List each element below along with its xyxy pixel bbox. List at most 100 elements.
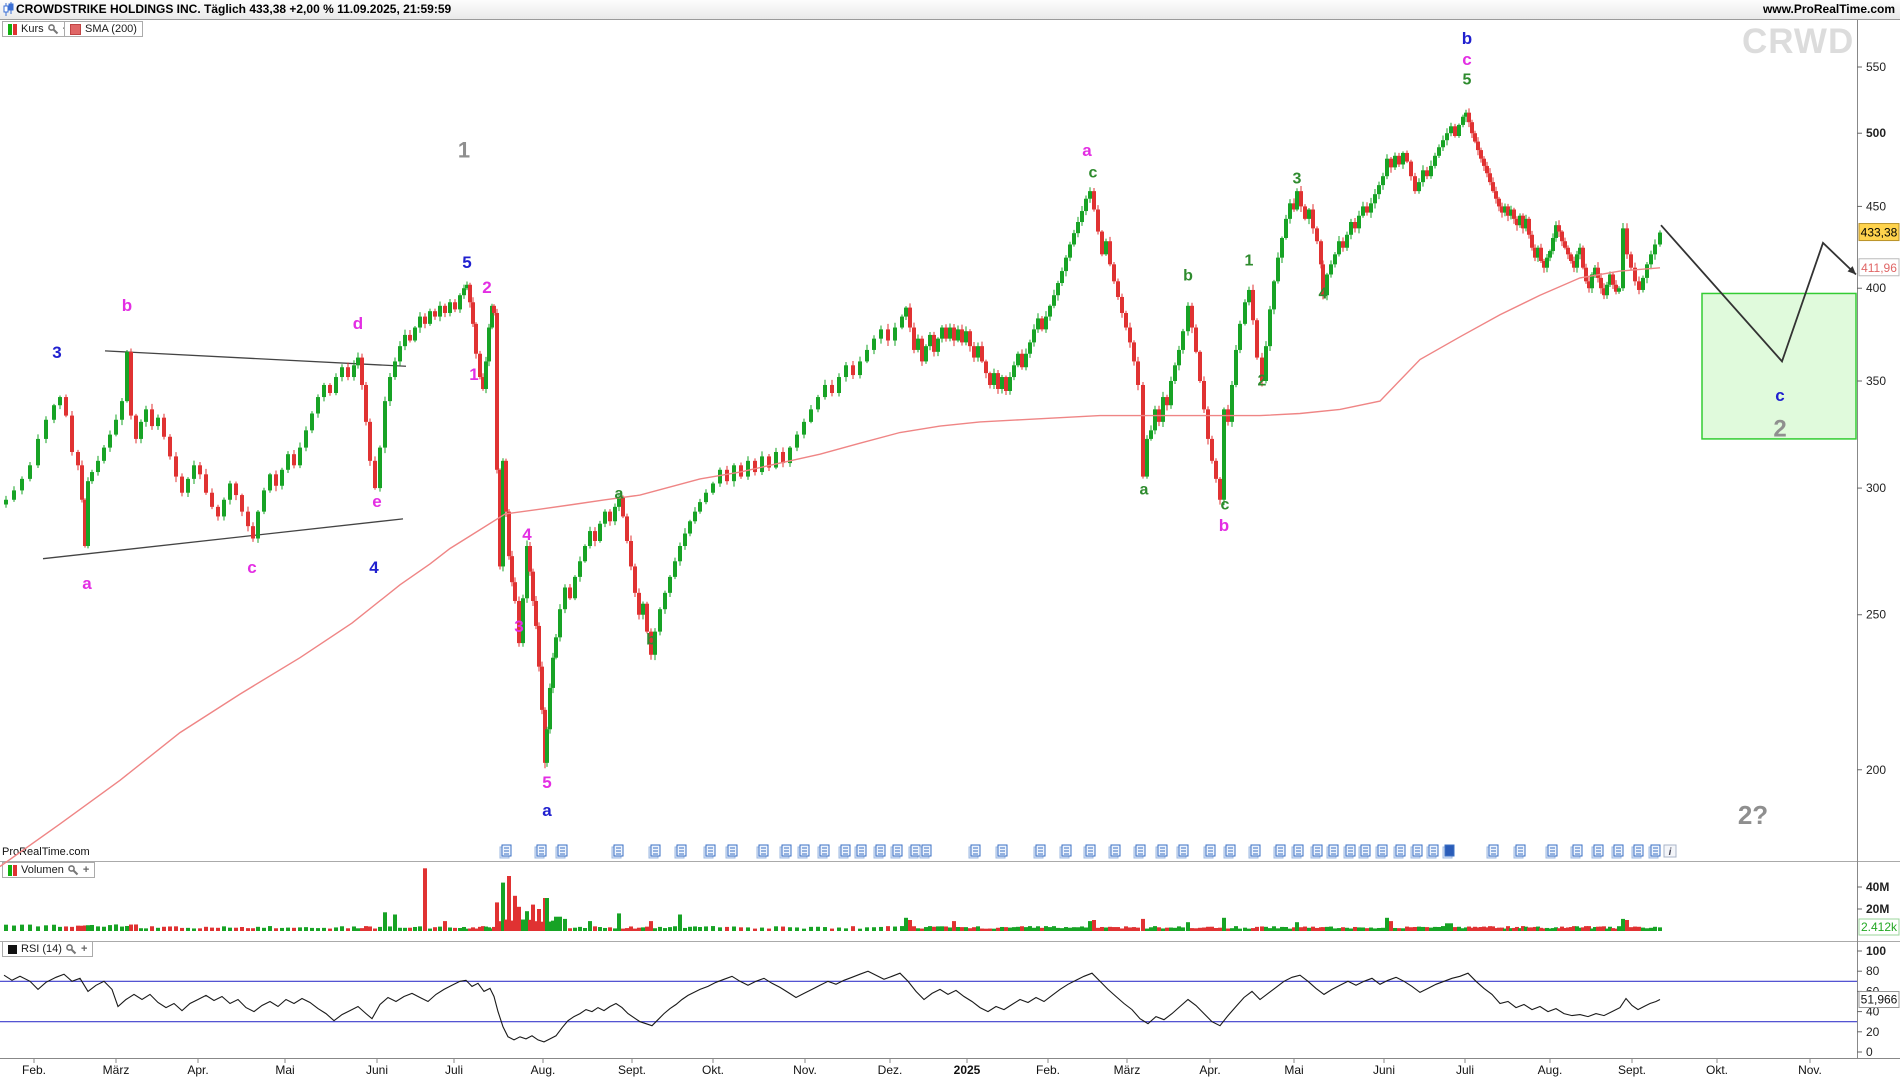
projection-path[interactable] (1660, 224, 1857, 364)
wave-label-e[interactable]: e (372, 492, 381, 511)
news-event-icon[interactable] (1545, 844, 1558, 859)
news-event-icon[interactable] (854, 844, 867, 859)
news-event-icon[interactable] (1155, 844, 1168, 859)
wave-label-1[interactable]: 1 (469, 365, 478, 384)
news-event-icon[interactable] (1410, 844, 1423, 859)
wave-label-b[interactable]: b (1219, 516, 1229, 535)
triangle-trendline-lower[interactable] (42, 518, 404, 560)
wave-label-b[interactable]: b (646, 632, 656, 649)
news-event-icon[interactable] (1442, 844, 1455, 859)
news-event-icon[interactable] (534, 844, 547, 859)
wave-label-5[interactable]: 5 (542, 773, 551, 792)
sma-200-line[interactable] (0, 267, 1661, 868)
news-event-icon[interactable] (1033, 844, 1046, 859)
wave-label-c[interactable]: c (1775, 386, 1784, 405)
wave-label-c[interactable]: c (1221, 497, 1230, 514)
rsi-line[interactable] (3, 970, 1661, 1043)
news-event-icon[interactable] (890, 844, 903, 859)
news-event-icon[interactable] (756, 844, 769, 859)
wrench-icon[interactable] (67, 864, 79, 876)
news-event-icon[interactable] (1591, 844, 1604, 859)
news-event-icon[interactable] (1223, 844, 1236, 859)
news-event-icon[interactable] (797, 844, 810, 859)
add-indicator-icon[interactable]: + (80, 943, 88, 955)
wave-label-c[interactable]: c (1462, 50, 1471, 69)
news-event-icon[interactable] (1248, 844, 1261, 859)
news-event-icon[interactable] (968, 844, 981, 859)
news-event-icon[interactable] (1358, 844, 1371, 859)
news-event-icon[interactable] (838, 844, 851, 859)
rsi-legend-chip[interactable]: RSI (14) + (2, 941, 94, 957)
wrench-icon[interactable] (47, 23, 59, 35)
news-event-icon[interactable] (499, 844, 512, 859)
wave-label-b[interactable]: b (122, 296, 132, 315)
wave-label-2[interactable]: 2 (482, 278, 491, 297)
news-event-icon[interactable] (995, 844, 1008, 859)
info-icon[interactable]: i (1663, 844, 1677, 858)
wrench-icon[interactable] (66, 943, 77, 955)
news-event-icon[interactable] (1176, 844, 1189, 859)
wave-label-d[interactable]: d (353, 314, 363, 333)
news-event-icon[interactable] (1133, 844, 1146, 859)
news-event-icon[interactable] (873, 844, 886, 859)
sma-legend-chip[interactable]: SMA (200) (64, 21, 143, 37)
news-event-icon[interactable] (1310, 844, 1323, 859)
wave-label-3[interactable]: 3 (1293, 171, 1302, 188)
wave-label-4[interactable]: 4 (369, 558, 379, 577)
news-event-icon[interactable] (1393, 844, 1406, 859)
wave-label-3[interactable]: 3 (514, 617, 523, 636)
news-event-icon[interactable] (1611, 844, 1624, 859)
news-event-icon[interactable] (908, 844, 921, 859)
wave-label-b[interactable]: b (1462, 29, 1472, 48)
news-event-icon[interactable] (1648, 844, 1661, 859)
wave-label-a[interactable]: a (615, 486, 624, 503)
wave-label-1[interactable]: 1 (1245, 253, 1254, 270)
news-event-icon[interactable] (1083, 844, 1096, 859)
news-event-icon[interactable] (1486, 844, 1499, 859)
wave-label-5[interactable]: 5 (462, 253, 471, 272)
news-event-icon[interactable] (1375, 844, 1388, 859)
news-event-icon[interactable] (611, 844, 624, 859)
wave-label-b[interactable]: b (1183, 268, 1193, 285)
wave-label-2[interactable]: 2 (1773, 415, 1786, 442)
website-link[interactable]: www.ProRealTime.com (1762, 2, 1895, 16)
wave-label-2[interactable]: 2 (1258, 373, 1267, 390)
news-event-icon[interactable] (1570, 844, 1583, 859)
news-event-icon[interactable] (1631, 844, 1644, 859)
news-event-icon[interactable] (1291, 844, 1304, 859)
wave-label-4[interactable]: 4 (522, 525, 532, 544)
wave-label-a[interactable]: a (82, 574, 92, 593)
news-event-icon[interactable] (1326, 844, 1339, 859)
wave-label-3[interactable]: 3 (52, 343, 61, 362)
news-event-icon[interactable] (674, 844, 687, 859)
news-event-icon[interactable] (648, 844, 661, 859)
news-event-icon[interactable] (1203, 844, 1216, 859)
news-event-icon[interactable] (1108, 844, 1121, 859)
wave-label-5[interactable]: 5 (1463, 72, 1472, 89)
wave-label-a[interactable]: a (542, 801, 552, 820)
news-event-icon[interactable] (703, 844, 716, 859)
news-event-icon[interactable] (1343, 844, 1356, 859)
news-event-icon[interactable] (1059, 844, 1072, 859)
wave-label-c[interactable]: c (247, 558, 256, 577)
wave-label-1[interactable]: 1 (458, 138, 470, 163)
news-event-icon[interactable] (817, 844, 830, 859)
news-event-icon[interactable] (919, 844, 932, 859)
volume-legend-chip[interactable]: Volumen + (2, 862, 96, 878)
news-event-icon[interactable] (1426, 844, 1439, 859)
volume-bar (537, 909, 541, 931)
wave-label-a[interactable]: a (1082, 141, 1092, 160)
news-event-icon[interactable] (725, 844, 738, 859)
news-event-icon[interactable] (779, 844, 792, 859)
wave-label-4[interactable]: 4 (1319, 286, 1328, 303)
wave-label-c[interactable]: c (1089, 165, 1098, 182)
triangle-trendline-upper[interactable] (104, 350, 407, 367)
wave-label-a[interactable]: a (1140, 482, 1149, 499)
wave-label-2[interactable]: 2? (1738, 800, 1768, 830)
add-indicator-icon[interactable]: + (82, 864, 90, 876)
wave2-target-box[interactable] (1701, 292, 1857, 440)
news-event-icon[interactable] (1273, 844, 1286, 859)
news-event-icon[interactable] (555, 844, 568, 859)
news-event-icon[interactable] (1513, 844, 1526, 859)
